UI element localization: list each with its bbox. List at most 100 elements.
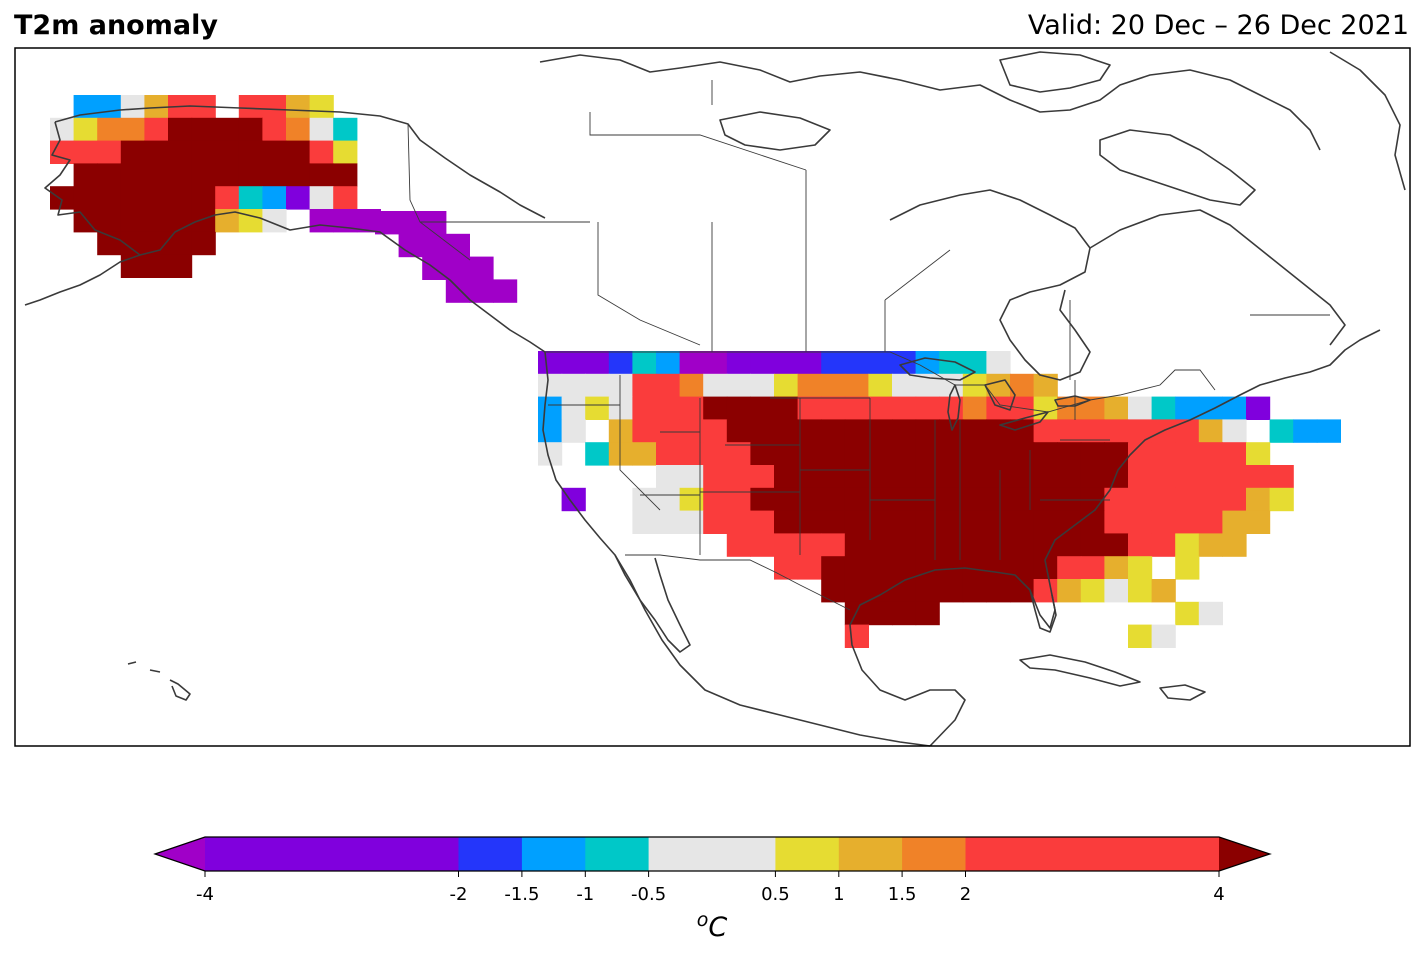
alaska-cell bbox=[238, 140, 263, 164]
conus-cell bbox=[868, 396, 893, 420]
conus-cell bbox=[1246, 487, 1271, 512]
us-mexico-border bbox=[625, 554, 851, 611]
conus-cell bbox=[939, 396, 964, 420]
conus-cell bbox=[1057, 442, 1082, 466]
conus-cell bbox=[868, 510, 893, 534]
alaska-cell bbox=[356, 209, 381, 233]
conus-cell bbox=[774, 351, 799, 375]
conus-cell bbox=[868, 442, 893, 466]
alaska-cell bbox=[168, 163, 193, 187]
conus-cell bbox=[632, 373, 657, 398]
conus-cell bbox=[1057, 556, 1082, 580]
conus-cell bbox=[632, 419, 657, 443]
conus-cell bbox=[1057, 419, 1082, 443]
conus-cell bbox=[868, 487, 893, 512]
conus-cell bbox=[1128, 510, 1153, 534]
conus-cell bbox=[962, 510, 987, 534]
alaska-cell bbox=[73, 95, 98, 119]
conus-cell bbox=[797, 556, 822, 580]
colorbar-tick-label: -1.5 bbox=[504, 884, 539, 905]
conus-cell bbox=[1269, 465, 1294, 489]
conus-cell bbox=[750, 351, 775, 375]
conus-cell bbox=[892, 396, 917, 420]
conus-cell bbox=[915, 510, 940, 534]
british-columbia-cell bbox=[445, 233, 470, 258]
conus-cell bbox=[1175, 601, 1200, 626]
conus-cell bbox=[561, 487, 586, 512]
conus-cell bbox=[1010, 510, 1035, 534]
lake-huron bbox=[984, 379, 1016, 411]
conus-cell bbox=[679, 465, 704, 489]
conus-cell bbox=[962, 487, 987, 512]
colorbar-blocks bbox=[205, 837, 1220, 871]
conus-cell bbox=[1175, 419, 1200, 443]
conus-cell bbox=[703, 419, 728, 443]
conus-cell bbox=[1175, 487, 1200, 512]
conus-cell bbox=[939, 533, 964, 557]
alaska-cell bbox=[215, 140, 240, 164]
conus-cell bbox=[656, 351, 681, 375]
alaska-cell bbox=[97, 186, 122, 210]
alaska-cell bbox=[97, 209, 122, 233]
colorbar-tick-label: 0.5 bbox=[761, 884, 790, 905]
conus-cell bbox=[844, 510, 869, 534]
unit-symbol: C bbox=[708, 912, 727, 943]
conus-cell bbox=[608, 373, 633, 398]
conus-cell bbox=[1057, 487, 1082, 512]
conus-cell bbox=[1010, 373, 1035, 398]
conus-cell bbox=[1175, 465, 1200, 489]
conus-cell bbox=[1128, 396, 1153, 420]
conus-cell bbox=[892, 373, 917, 398]
conus-cell bbox=[821, 510, 846, 534]
alaska-cell bbox=[238, 117, 263, 142]
alaska-cell bbox=[286, 163, 311, 187]
conus-cell bbox=[1104, 487, 1129, 512]
conus-cell bbox=[1104, 419, 1129, 443]
colorbar-tick-label: -2 bbox=[450, 884, 468, 905]
conus-cell bbox=[774, 533, 799, 557]
colorbar-block bbox=[648, 837, 776, 871]
conus-cell bbox=[915, 442, 940, 466]
conus-cell bbox=[632, 510, 657, 534]
conus-cell bbox=[821, 556, 846, 580]
alaska-peninsula bbox=[24, 254, 141, 306]
conus-cell bbox=[915, 533, 940, 557]
baffin-island bbox=[1099, 129, 1256, 206]
colorbar-over-arrow bbox=[1219, 837, 1270, 871]
conus-cell bbox=[1222, 396, 1247, 420]
conus-cell bbox=[821, 579, 846, 603]
canada-provinces bbox=[420, 80, 1330, 380]
conus-cell bbox=[915, 351, 940, 375]
map-title: T2m anomaly bbox=[14, 10, 218, 41]
conus-cell bbox=[774, 419, 799, 443]
conus-cell bbox=[1222, 510, 1247, 534]
conus-cell bbox=[962, 419, 987, 443]
conus-cell bbox=[1104, 465, 1129, 489]
conus-cell bbox=[1151, 465, 1176, 489]
colorbar-block bbox=[205, 837, 459, 871]
conus-cell bbox=[1010, 487, 1035, 512]
conus-cell bbox=[844, 396, 869, 420]
conus-cell bbox=[797, 373, 822, 398]
colorbar-tick-label: 1.5 bbox=[888, 884, 917, 905]
conus-cell bbox=[1175, 396, 1200, 420]
colorbar-tick-label: 4 bbox=[1213, 884, 1224, 905]
conus-cell bbox=[750, 442, 775, 466]
conus-cell bbox=[939, 510, 964, 534]
alaska-cell bbox=[144, 209, 169, 233]
conus-cell bbox=[703, 465, 728, 489]
conus-cell bbox=[868, 351, 893, 375]
colorbar-block bbox=[775, 837, 840, 871]
alaska-cell bbox=[120, 163, 145, 187]
conus-cell bbox=[986, 465, 1011, 489]
conus-cell bbox=[1080, 556, 1105, 580]
alaska-canada-border bbox=[407, 123, 471, 261]
colorbar-tick-label: 2 bbox=[960, 884, 971, 905]
conus-cell bbox=[1080, 465, 1105, 489]
conus-cell bbox=[656, 419, 681, 443]
conus-cell bbox=[962, 373, 987, 398]
conus-cell bbox=[703, 396, 728, 420]
conus-cell bbox=[561, 419, 586, 443]
conus-cell bbox=[585, 351, 610, 375]
alaska-cell bbox=[120, 231, 145, 256]
